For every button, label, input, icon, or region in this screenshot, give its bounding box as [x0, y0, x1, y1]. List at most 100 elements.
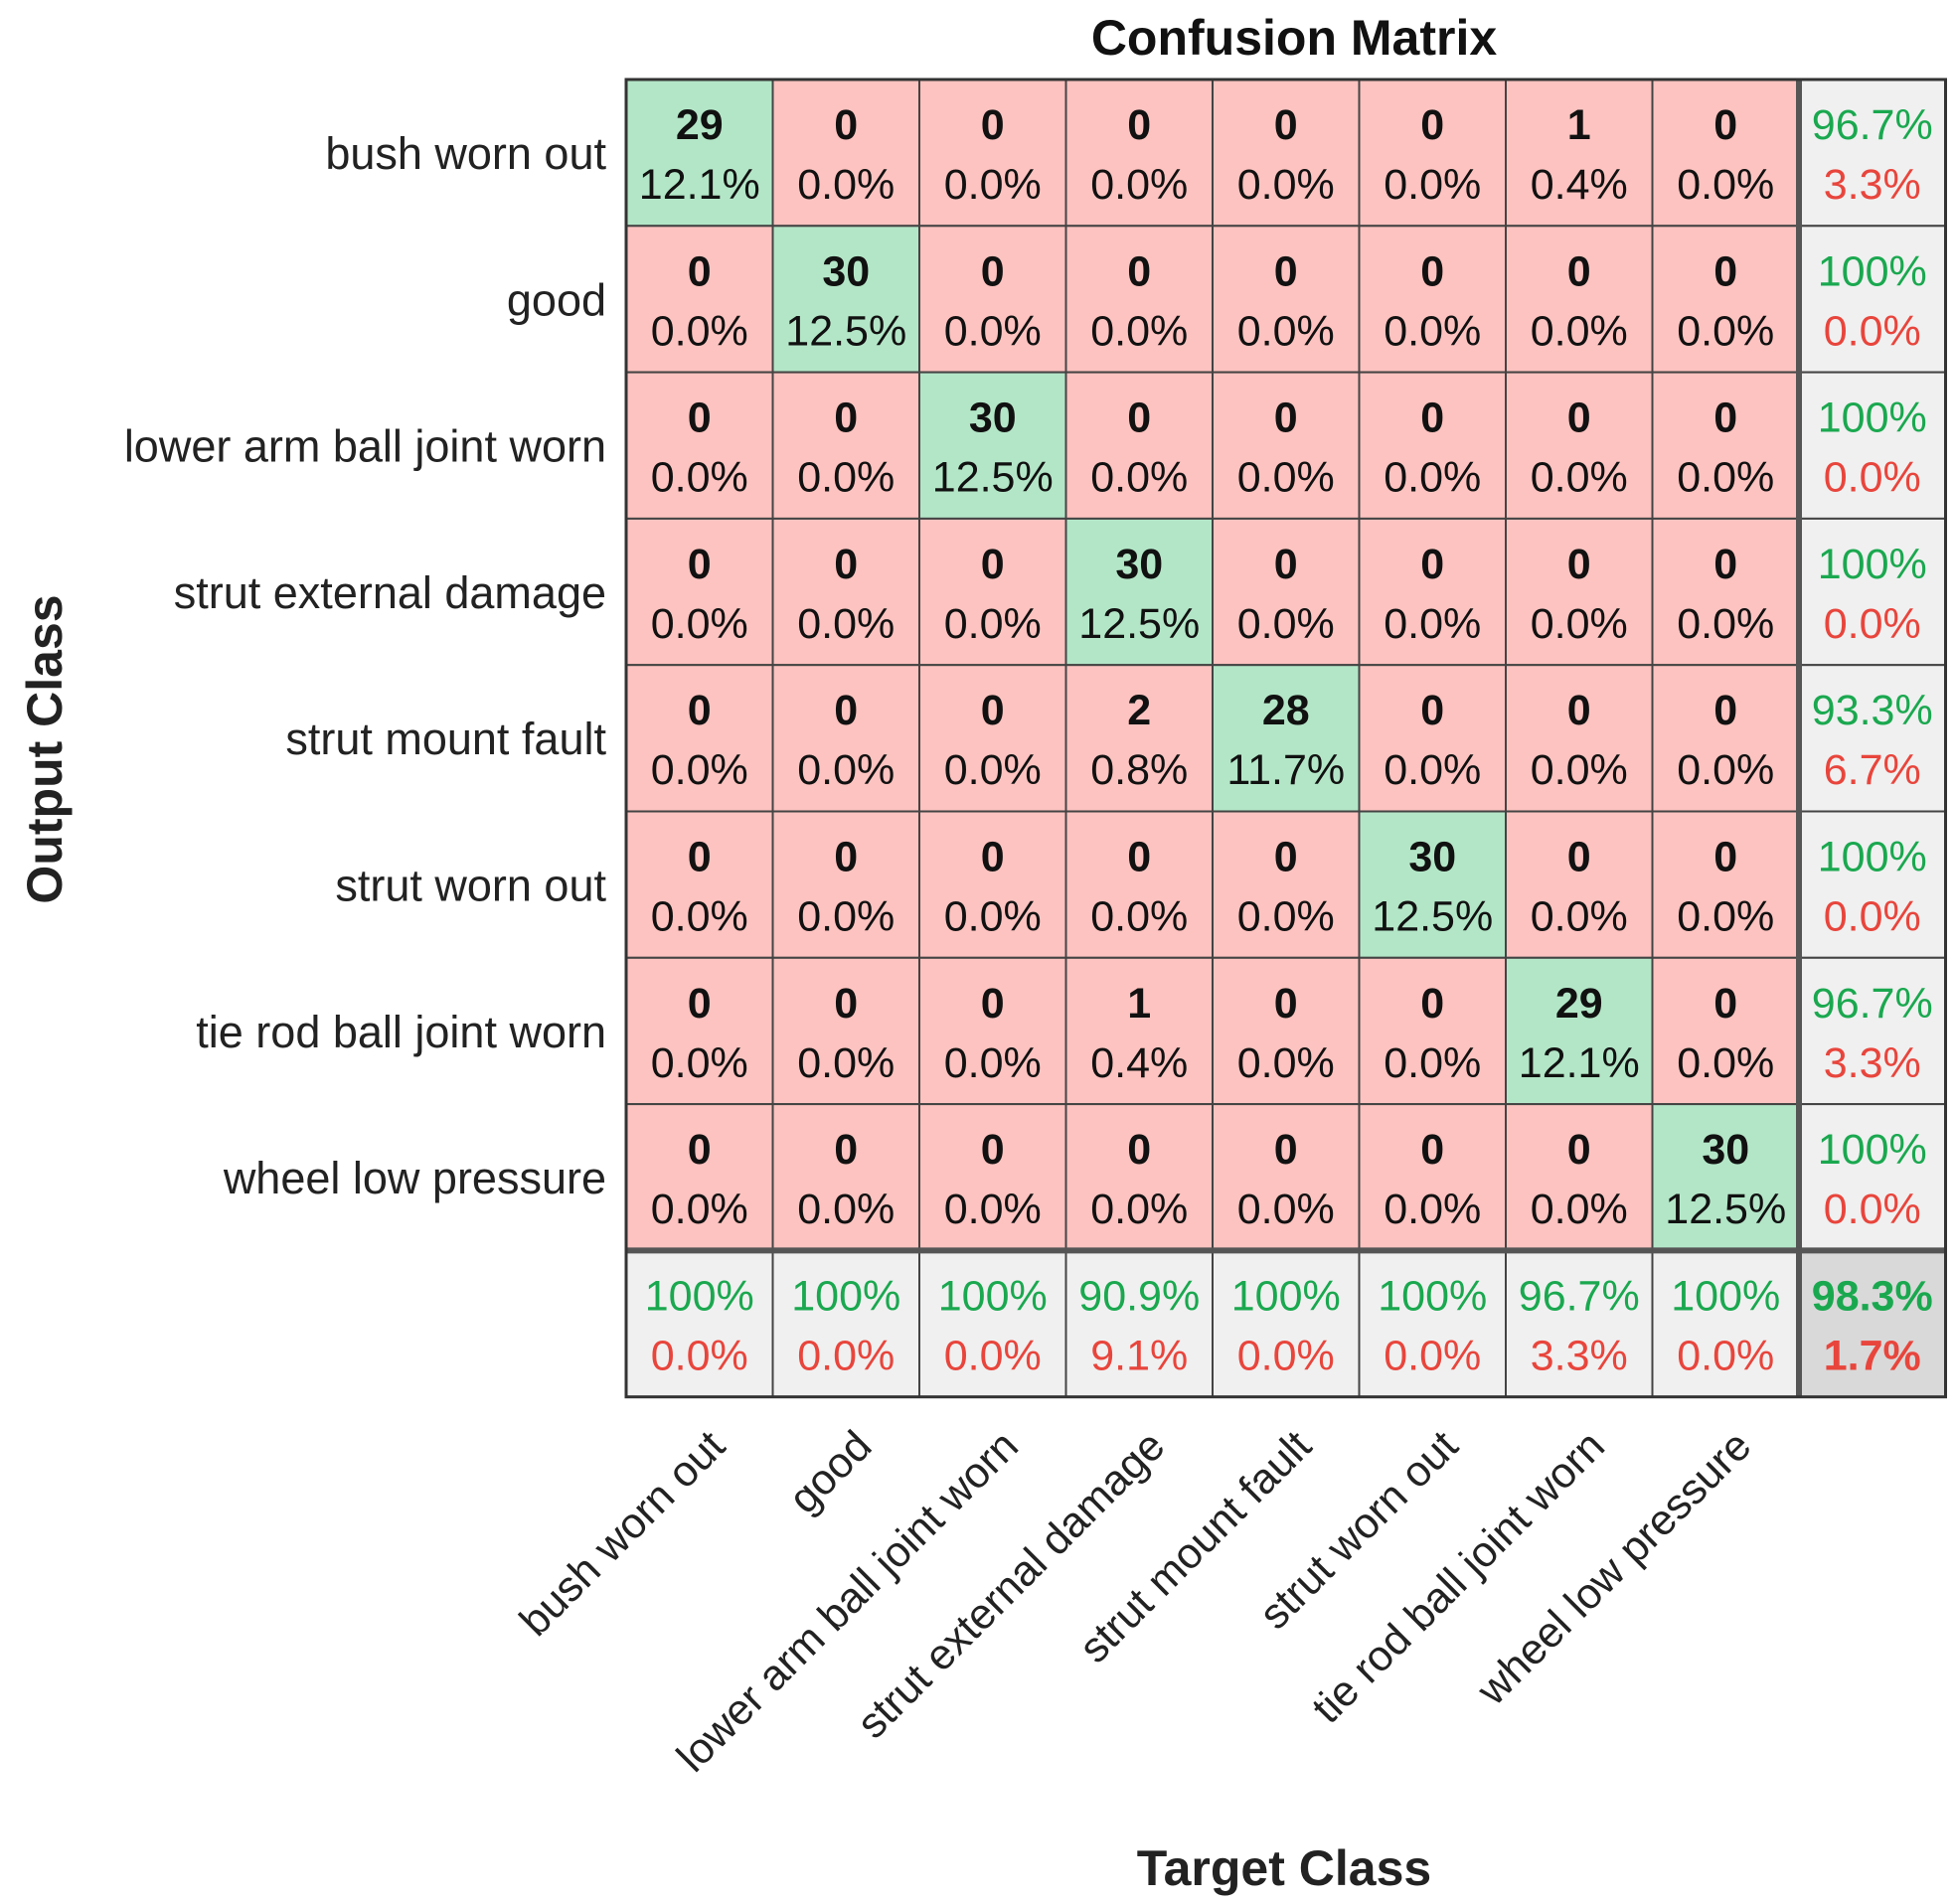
cell-count: 0 — [688, 687, 712, 734]
off-diagonal-cell — [918, 517, 1067, 667]
row-label: bush worn out — [325, 128, 606, 179]
cell-percent: 0.0% — [944, 161, 1042, 209]
off-diagonal-cell — [918, 664, 1067, 813]
col-recall: 100% — [1378, 1272, 1487, 1320]
cell-percent: 0.0% — [944, 307, 1042, 355]
cell-percent: 0.0% — [1677, 893, 1774, 941]
col-recall: 100% — [645, 1272, 754, 1320]
cell-count: 0 — [981, 101, 1005, 149]
cell-percent: 0.0% — [1090, 893, 1188, 941]
col-summary-cell — [1505, 1249, 1654, 1398]
off-diagonal-cell — [1505, 810, 1654, 959]
cell-percent: 0.0% — [944, 746, 1042, 794]
cell-count: 0 — [834, 395, 858, 442]
cell-percent: 0.0% — [797, 600, 895, 648]
cell-count: 0 — [1567, 834, 1591, 881]
row-summary-cell — [1798, 664, 1947, 813]
off-diagonal-cell — [1064, 664, 1214, 813]
diagonal-cell — [918, 371, 1067, 520]
cell-count: 30 — [969, 395, 1017, 442]
col-label: good — [780, 1422, 882, 1523]
row-error: 3.3% — [1824, 1039, 1921, 1087]
col-error: 0.0% — [651, 1332, 748, 1379]
cell-percent: 0.0% — [1384, 1039, 1481, 1087]
overall-accuracy: 98.3% — [1812, 1272, 1933, 1320]
col-summary-cell — [1212, 1249, 1361, 1398]
col-error: 9.1% — [1090, 1332, 1188, 1379]
col-label: wheel low pressure — [1467, 1422, 1760, 1715]
cell-percent: 11.7% — [1226, 746, 1345, 794]
cell-percent: 0.0% — [797, 454, 895, 502]
cell-percent: 0.0% — [1384, 746, 1481, 794]
off-diagonal-cell — [1651, 956, 1800, 1106]
col-label: tie rod ball joint worn — [1303, 1422, 1614, 1733]
cell-percent: 0.0% — [1677, 600, 1774, 648]
cell-count: 0 — [688, 247, 712, 295]
off-diagonal-cell — [1212, 79, 1361, 228]
cell-percent: 0.4% — [1090, 1039, 1188, 1087]
cell-count: 29 — [1555, 980, 1603, 1028]
cell-count: 0 — [834, 1126, 858, 1174]
row-precision: 100% — [1818, 834, 1927, 881]
cell-count: 0 — [1274, 395, 1298, 442]
col-summary-cell — [625, 1249, 774, 1398]
cell-percent: 0.0% — [1090, 1186, 1188, 1233]
row-error: 0.0% — [1824, 893, 1921, 941]
cell-count: 1 — [1127, 980, 1151, 1028]
cell-count: 0 — [981, 834, 1005, 881]
cell-percent: 0.0% — [1237, 600, 1335, 648]
cell-percent: 0.0% — [1531, 1186, 1628, 1233]
off-diagonal-cell — [918, 810, 1067, 959]
cell-count: 0 — [1274, 541, 1298, 588]
cell-count: 0 — [1420, 395, 1444, 442]
cell-count: 0 — [688, 541, 712, 588]
cell-count: 0 — [1127, 834, 1151, 881]
cell-count: 0 — [981, 541, 1005, 588]
col-summary-cell — [918, 1249, 1067, 1398]
diagonal-cell — [1651, 1103, 1800, 1252]
cell-count: 0 — [688, 980, 712, 1028]
cell-percent: 0.0% — [797, 1039, 895, 1087]
row-precision: 96.7% — [1812, 980, 1933, 1028]
cell-count: 0 — [1127, 247, 1151, 295]
off-diagonal-cell — [1651, 225, 1800, 374]
row-precision: 93.3% — [1812, 687, 1933, 734]
row-precision: 100% — [1818, 541, 1927, 588]
cell-percent: 12.1% — [639, 161, 760, 209]
off-diagonal-cell — [1212, 956, 1361, 1106]
cell-percent: 0.0% — [1237, 893, 1335, 941]
cell-count: 0 — [688, 834, 712, 881]
cell-count: 0 — [1713, 980, 1737, 1028]
off-diagonal-cell — [918, 956, 1067, 1106]
cell-percent: 0.0% — [1384, 1186, 1481, 1233]
row-summary-cell — [1798, 810, 1947, 959]
y-axis-label: Output Class — [17, 594, 73, 903]
cell-percent: 0.0% — [944, 1039, 1042, 1087]
cell-count: 30 — [1702, 1126, 1749, 1174]
cell-percent: 0.0% — [1237, 1039, 1335, 1087]
off-diagonal-cell — [1505, 517, 1654, 667]
cell-count: 0 — [834, 980, 858, 1028]
cell-count: 0 — [1713, 395, 1737, 442]
cell-count: 0 — [1127, 1126, 1151, 1174]
cell-count: 0 — [1274, 1126, 1298, 1174]
cell-count: 0 — [688, 1126, 712, 1174]
col-recall: 96.7% — [1519, 1272, 1640, 1320]
cell-percent: 0.8% — [1090, 746, 1188, 794]
cell-count: 0 — [1127, 101, 1151, 149]
cell-count: 0 — [1567, 541, 1591, 588]
cell-percent: 0.0% — [651, 746, 748, 794]
cell-count: 0 — [834, 101, 858, 149]
col-error: 0.0% — [944, 1332, 1042, 1379]
cell-percent: 0.4% — [1531, 161, 1628, 209]
off-diagonal-cell — [1212, 810, 1361, 959]
row-error: 3.3% — [1824, 161, 1921, 209]
off-diagonal-cell — [1212, 1103, 1361, 1252]
off-diagonal-cell — [1505, 371, 1654, 520]
row-label: strut mount fault — [285, 714, 606, 764]
cell-count: 0 — [981, 980, 1005, 1028]
off-diagonal-cell — [1358, 225, 1507, 374]
row-summary-cell — [1798, 517, 1947, 667]
cell-count: 0 — [981, 1126, 1005, 1174]
diagonal-cell — [1358, 810, 1507, 959]
